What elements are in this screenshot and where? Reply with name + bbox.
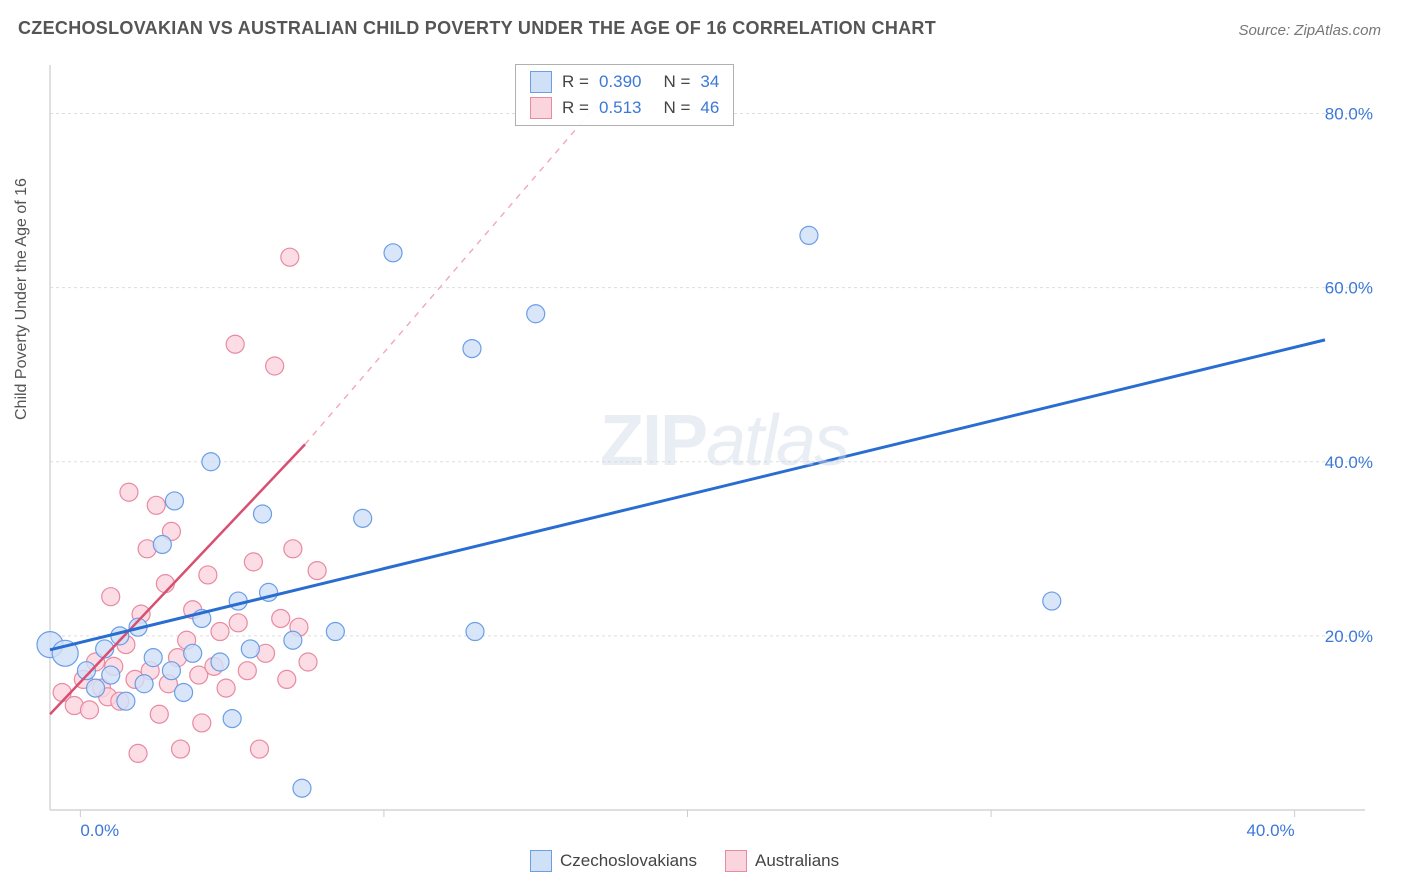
data-point (102, 666, 120, 684)
stats-row: R = 0.513 N = 46 (516, 95, 733, 121)
data-point (278, 670, 296, 688)
legend-item: Australians (725, 850, 839, 872)
data-point (102, 588, 120, 606)
data-point (162, 662, 180, 680)
data-point (117, 692, 135, 710)
data-point (281, 248, 299, 266)
stats-n-value: 34 (700, 72, 719, 92)
data-point (175, 683, 193, 701)
data-point (272, 609, 290, 627)
data-point (284, 540, 302, 558)
svg-text:80.0%: 80.0% (1325, 105, 1373, 124)
data-point (144, 649, 162, 667)
legend-swatch (725, 850, 747, 872)
data-point (384, 244, 402, 262)
trendline-czechoslovakians (50, 340, 1325, 650)
data-point (293, 779, 311, 797)
series-czechoslovakians (37, 226, 1061, 797)
chart-svg: 0.0% 40.0% 20.0% 40.0% 60.0% 80.0% (0, 0, 1406, 892)
data-point (135, 675, 153, 693)
stats-n-value: 46 (700, 98, 719, 118)
data-point (326, 623, 344, 641)
data-point (354, 509, 372, 527)
data-point (184, 644, 202, 662)
data-point (308, 562, 326, 580)
data-point (1043, 592, 1061, 610)
data-point (223, 710, 241, 728)
stats-r-label: R = (562, 98, 589, 118)
data-point (238, 662, 256, 680)
stats-r-label: R = (562, 72, 589, 92)
legend-item: Czechoslovakians (530, 850, 697, 872)
data-point (217, 679, 235, 697)
data-point (241, 640, 259, 658)
data-point (87, 679, 105, 697)
axes (50, 65, 1365, 810)
x-ticks (80, 810, 1294, 817)
stats-swatch (530, 71, 552, 93)
chart-container: CZECHOSLOVAKIAN VS AUSTRALIAN CHILD POVE… (0, 0, 1406, 892)
x-tick-labels: 0.0% 40.0% (80, 821, 1294, 840)
svg-text:40.0%: 40.0% (1325, 453, 1373, 472)
data-point (463, 340, 481, 358)
stats-r-value: 0.390 (599, 72, 642, 92)
svg-text:0.0%: 0.0% (80, 821, 119, 840)
data-point (199, 566, 217, 584)
data-point (202, 453, 220, 471)
svg-text:60.0%: 60.0% (1325, 279, 1373, 298)
data-point (150, 705, 168, 723)
stats-n-label: N = (663, 72, 690, 92)
data-point (147, 496, 165, 514)
data-point (466, 623, 484, 641)
stats-r-value: 0.513 (599, 98, 642, 118)
data-point (156, 575, 174, 593)
data-point (80, 701, 98, 719)
data-point (266, 357, 284, 375)
stats-swatch (530, 97, 552, 119)
trendline-australians-extrapolated (305, 70, 627, 444)
data-point (193, 714, 211, 732)
data-point (299, 653, 317, 671)
data-point (244, 553, 262, 571)
data-point (120, 483, 138, 501)
data-point (129, 744, 147, 762)
data-point (211, 623, 229, 641)
stats-box: R = 0.390 N = 34 R = 0.513 N = 46 (515, 64, 734, 126)
stats-n-label: N = (663, 98, 690, 118)
legend: Czechoslovakians Australians (530, 850, 839, 872)
data-point (226, 335, 244, 353)
legend-label: Australians (755, 851, 839, 871)
svg-text:40.0%: 40.0% (1246, 821, 1294, 840)
stats-row: R = 0.390 N = 34 (516, 69, 733, 95)
data-point (254, 505, 272, 523)
data-point (527, 305, 545, 323)
data-point (165, 492, 183, 510)
data-point (250, 740, 268, 758)
data-point (172, 740, 190, 758)
data-point (153, 535, 171, 553)
data-point (284, 631, 302, 649)
data-point (800, 226, 818, 244)
data-point (229, 614, 247, 632)
legend-swatch (530, 850, 552, 872)
data-point (211, 653, 229, 671)
y-tick-labels: 20.0% 40.0% 60.0% 80.0% (1325, 105, 1373, 646)
legend-label: Czechoslovakians (560, 851, 697, 871)
svg-text:20.0%: 20.0% (1325, 627, 1373, 646)
